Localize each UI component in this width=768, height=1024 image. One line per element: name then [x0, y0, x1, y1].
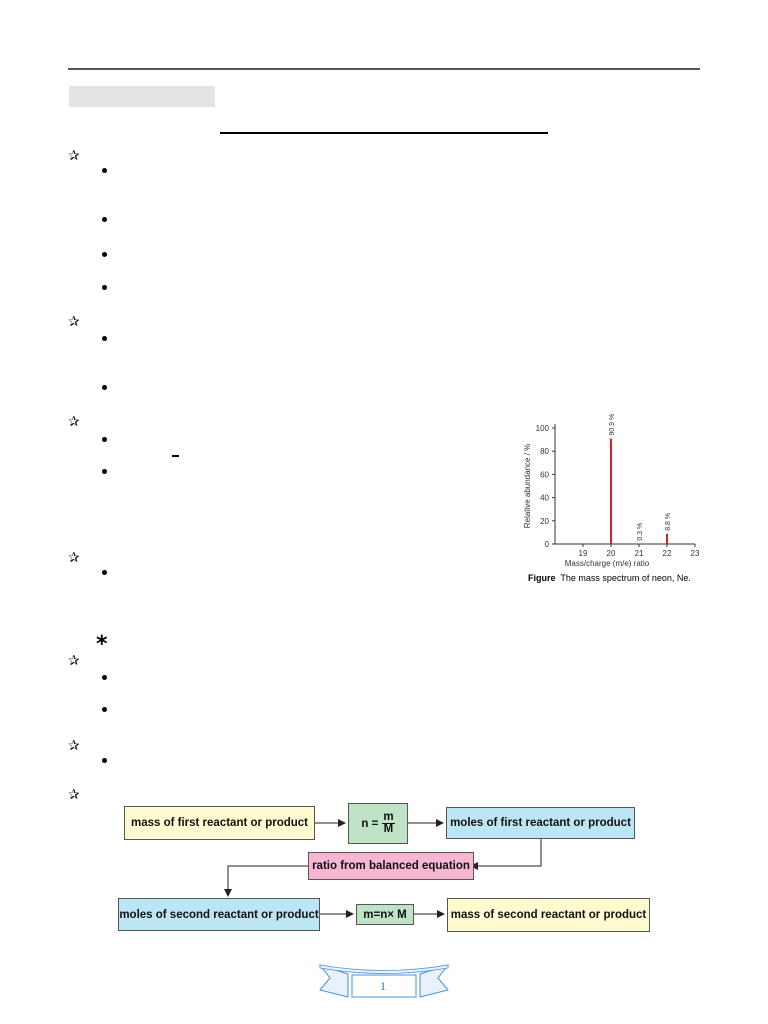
heading-bar — [69, 86, 215, 107]
mass-first-box: mass of first reactant or product — [124, 806, 315, 840]
bullet-icon — [102, 707, 107, 712]
arrow-4 — [224, 865, 308, 897]
bullet-icon — [102, 336, 107, 341]
bullet-icon — [102, 252, 107, 257]
figure-caption-text: The mass spectrum of neon, Ne. — [560, 573, 691, 583]
bar-data-label: 8.8 % — [665, 513, 672, 531]
bullet-icon — [102, 285, 107, 290]
bar-data-label: 0.3 % — [637, 523, 644, 541]
x-tick-label: 21 — [635, 549, 644, 558]
mass-second-label: mass of second reactant or product — [450, 909, 647, 921]
page-number-ribbon — [318, 964, 450, 998]
arrow-3 — [470, 839, 542, 870]
bullet-icon — [102, 385, 107, 390]
moles-first-label: moles of first reactant or product — [450, 817, 631, 829]
page-number: 1 — [380, 978, 386, 993]
mass-spectrum-chart: 0 20 40 60 80 100 19 20 21 22 23 90.9 % 0.3 % 8.8 % Ma… — [523, 414, 700, 568]
star-icon: ✰ — [68, 313, 80, 329]
m-formula-label: m=n× M — [363, 908, 407, 921]
y-tick-label: 100 — [536, 424, 550, 433]
moles-first-box: moles of first reactant or product — [446, 807, 635, 839]
bullet-icon — [102, 168, 107, 173]
star-icon: ✰ — [68, 413, 80, 429]
m-formula-box: m=n× M — [356, 904, 414, 925]
x-axis-label: Mass/charge (m/e) ratio — [565, 559, 650, 568]
n-formula-lhs: n = — [361, 817, 379, 830]
bullet-icon — [102, 217, 107, 222]
header-rule — [68, 68, 700, 70]
mass-first-label: mass of first reactant or product — [130, 817, 308, 829]
figure-caption-label: Figure — [528, 573, 556, 583]
star-icon: ✰ — [68, 652, 80, 668]
n-formula-den: M — [383, 823, 394, 835]
star-icon: ✰ — [68, 786, 80, 802]
bullet-icon — [102, 469, 107, 474]
y-tick-label: 60 — [540, 470, 549, 479]
y-axis-label: Relative abundance / % — [523, 444, 532, 529]
y-tick-label: 80 — [540, 447, 549, 456]
y-tick-label: 40 — [540, 494, 549, 503]
figure-caption: Figure The mass spectrum of neon, Ne. — [528, 573, 691, 583]
x-tick-label: 19 — [579, 549, 588, 558]
n-formula-box: n = m M — [348, 803, 408, 844]
y-tick-label: 0 — [545, 540, 550, 549]
moles-second-label: moles of second reactant or product — [119, 908, 319, 921]
title-underline — [220, 132, 548, 134]
moles-second-box: moles of second reactant or product — [118, 898, 320, 931]
y-tick-label: 20 — [540, 517, 549, 526]
x-tick-label: 20 — [607, 549, 616, 558]
x-tick-label: 22 — [663, 549, 672, 558]
n-formula-num: m — [382, 811, 395, 824]
bar-data-label: 90.9 % — [609, 414, 616, 436]
star-icon: ✰ — [68, 147, 80, 163]
ratio-box: ratio from balanced equation — [308, 852, 474, 880]
bullet-icon — [102, 437, 107, 442]
bullet-icon — [102, 570, 107, 575]
n-formula-fraction: m M — [382, 811, 395, 835]
overline-mark — [172, 455, 179, 457]
star-icon: ✰ — [68, 737, 80, 753]
bullet-icon — [102, 758, 107, 763]
star-icon: ✰ — [68, 549, 80, 565]
asterisk-icon: * — [96, 632, 108, 657]
bullet-icon — [102, 675, 107, 680]
x-tick-label: 23 — [691, 549, 700, 558]
mass-second-box: mass of second reactant or product — [447, 898, 650, 932]
ratio-label: ratio from balanced equation — [312, 860, 470, 872]
